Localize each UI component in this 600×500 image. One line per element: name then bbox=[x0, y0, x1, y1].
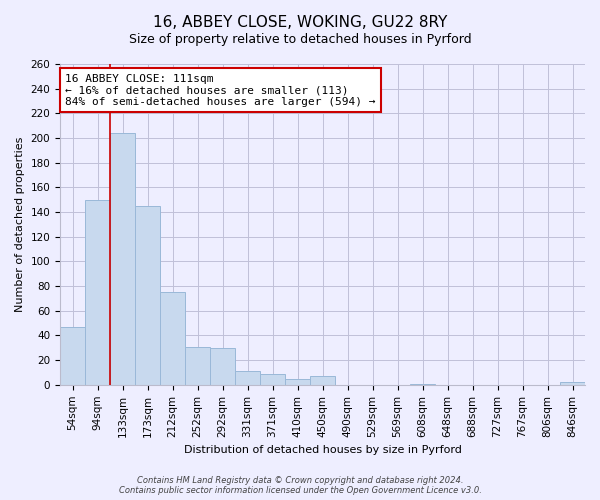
Bar bbox=[285, 378, 310, 385]
Bar bbox=[310, 376, 335, 385]
Bar bbox=[185, 346, 210, 385]
Text: Size of property relative to detached houses in Pyrford: Size of property relative to detached ho… bbox=[128, 32, 472, 46]
Bar bbox=[410, 384, 435, 385]
Text: 16, ABBEY CLOSE, WOKING, GU22 8RY: 16, ABBEY CLOSE, WOKING, GU22 8RY bbox=[153, 15, 447, 30]
Bar bbox=[160, 292, 185, 385]
Bar bbox=[85, 200, 110, 385]
Bar bbox=[260, 374, 285, 385]
Bar bbox=[235, 371, 260, 385]
Bar bbox=[135, 206, 160, 385]
X-axis label: Distribution of detached houses by size in Pyrford: Distribution of detached houses by size … bbox=[184, 445, 461, 455]
Bar bbox=[110, 133, 135, 385]
Bar bbox=[60, 327, 85, 385]
Text: Contains HM Land Registry data © Crown copyright and database right 2024.
Contai: Contains HM Land Registry data © Crown c… bbox=[119, 476, 481, 495]
Bar bbox=[210, 348, 235, 385]
Y-axis label: Number of detached properties: Number of detached properties bbox=[15, 136, 25, 312]
Text: 16 ABBEY CLOSE: 111sqm
← 16% of detached houses are smaller (113)
84% of semi-de: 16 ABBEY CLOSE: 111sqm ← 16% of detached… bbox=[65, 74, 376, 107]
Bar bbox=[560, 382, 585, 385]
